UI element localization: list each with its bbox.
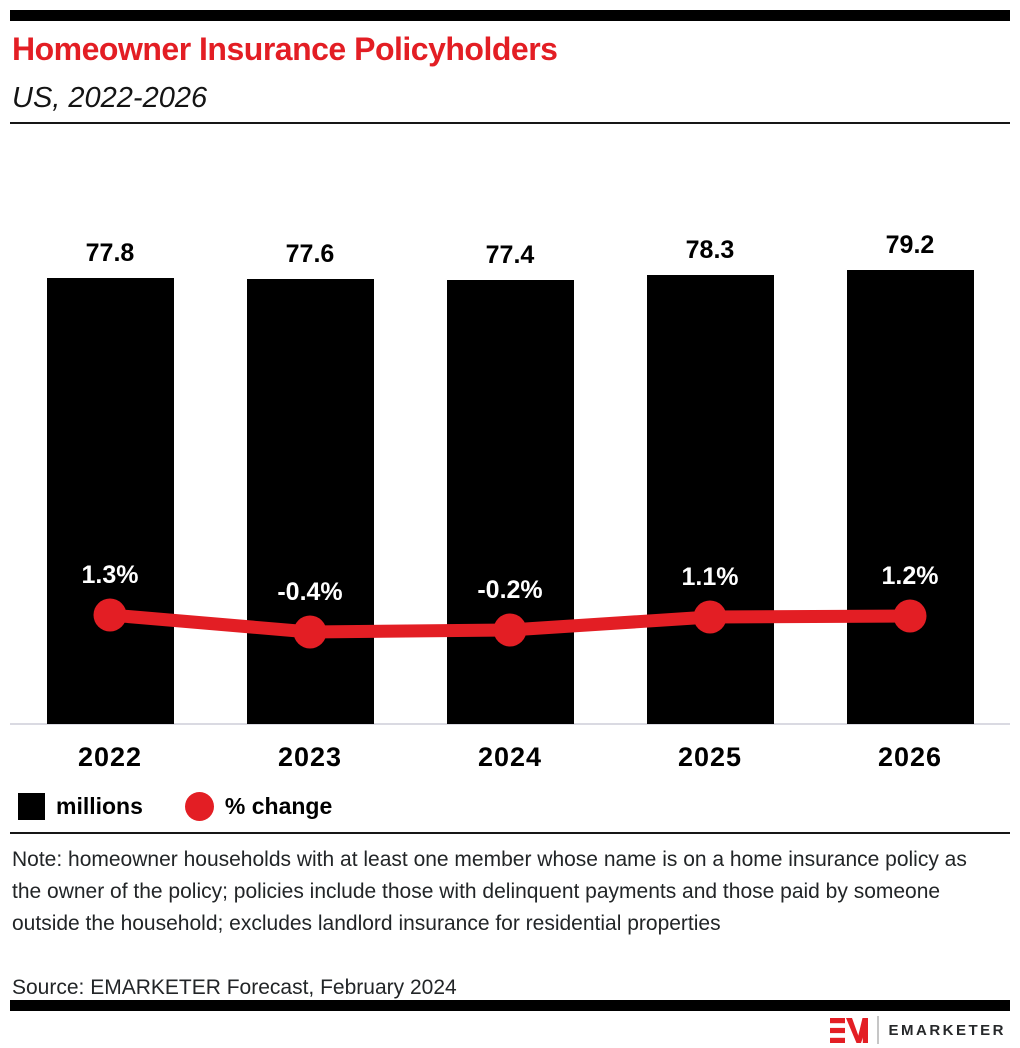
legend-label-millions: millions xyxy=(56,793,143,819)
x-axis-label-2022: 2022 xyxy=(77,742,143,772)
legend-item-millions: millions xyxy=(18,793,143,820)
bar-2023 xyxy=(246,279,374,724)
bar-value-2025: 78.3 xyxy=(685,236,735,265)
source-text: Source: EMARKETER Forecast, February 202… xyxy=(12,976,457,999)
x-axis-label-2024: 2024 xyxy=(477,742,543,772)
line-series-swatch-icon xyxy=(184,792,214,821)
header-divider xyxy=(10,122,1010,124)
x-axis-label-2025: 2025 xyxy=(677,742,743,772)
emarketer-monogram-icon xyxy=(830,1017,869,1043)
x-axis-label-2023: 2023 xyxy=(277,742,343,772)
note-text: Note: homeowner households with at least… xyxy=(12,848,967,935)
legend: millions % change xyxy=(18,792,332,821)
pct-label-2026: 1.2% xyxy=(881,562,939,590)
bar-value-2023: 77.6 xyxy=(285,240,335,269)
pct-label-2024: -0.2% xyxy=(477,576,543,604)
legend-label-pct-change: % change xyxy=(224,793,333,819)
legend-item-pct-change: % change xyxy=(184,792,333,821)
bar-2024 xyxy=(446,280,574,724)
x-axis-line xyxy=(10,723,1010,725)
bar-value-2024: 77.4 xyxy=(485,241,535,270)
bar-series-swatch-icon xyxy=(18,793,45,820)
footer-rule xyxy=(10,1000,1010,1011)
bar-2026 xyxy=(846,269,974,724)
chart-title: Homeowner Insurance Policyholders xyxy=(12,31,558,67)
logo-divider xyxy=(877,1016,880,1044)
x-axis-label-2026: 2026 xyxy=(877,742,943,772)
top-rule xyxy=(10,10,1010,21)
legend-divider xyxy=(10,832,1010,834)
pct-label-2022: 1.3% xyxy=(81,561,139,589)
pct-label-2025: 1.1% xyxy=(681,563,739,591)
bar-2022 xyxy=(46,278,174,724)
brand-name: EMARKETER xyxy=(888,1021,1006,1039)
emarketer-logo: EMARKETER xyxy=(830,1016,1006,1044)
pct-label-2023: -0.4% xyxy=(277,578,343,606)
bar-value-2026: 79.2 xyxy=(885,230,935,259)
bar-2025 xyxy=(646,275,774,724)
chart-subtitle: US, 2022-2026 xyxy=(12,82,208,114)
bar-value-2022: 77.8 xyxy=(85,239,135,267)
